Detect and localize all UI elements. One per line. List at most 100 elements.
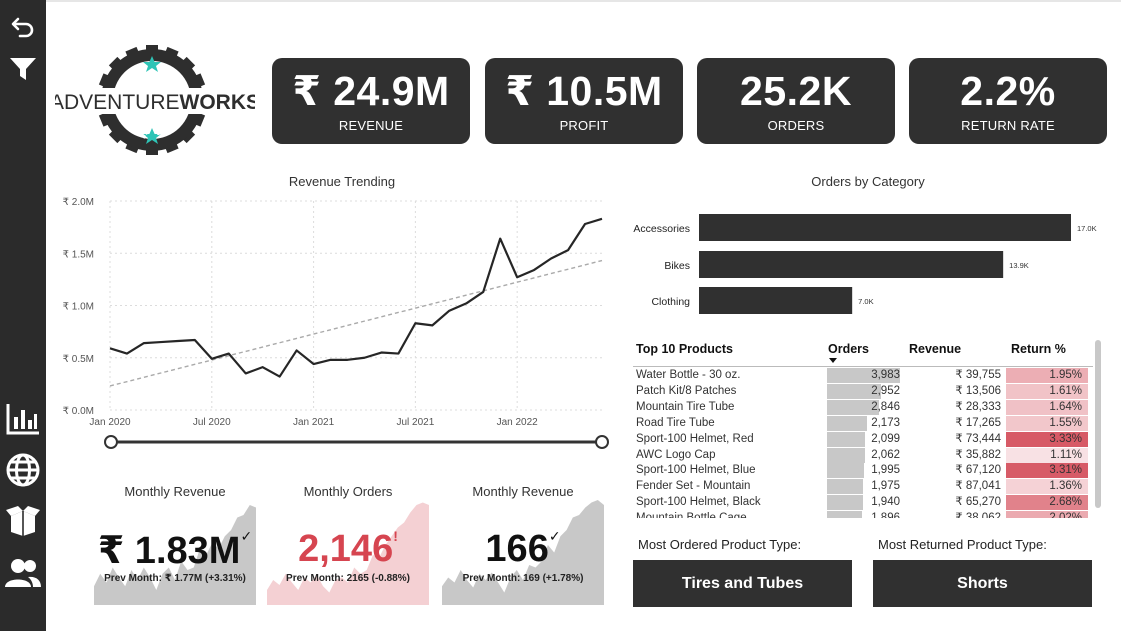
col-header-orders[interactable]: Orders <box>828 342 869 356</box>
kpi-profit: ₹ 10.5M PROFIT <box>485 58 683 144</box>
sidebar <box>0 0 46 631</box>
globe-icon[interactable] <box>4 451 42 489</box>
y-tick-label: ₹ 0.5M <box>63 354 94 365</box>
x-tick-label: Jul 2020 <box>193 417 231 428</box>
return-value: 1.61% <box>1005 384 1085 399</box>
table-scrollbar[interactable] <box>1095 340 1101 508</box>
filter-icon[interactable] <box>4 50 42 88</box>
x-tick-label: Jan 2020 <box>89 417 131 428</box>
orders-value: 2,099 <box>827 432 900 447</box>
users-icon[interactable] <box>4 554 42 592</box>
card-value: 166✓ <box>442 528 604 571</box>
most-ordered-value: Tires and Tubes <box>633 560 852 607</box>
card-value-text: 2,146 <box>298 528 393 570</box>
header-divider <box>633 366 1093 367</box>
kpi-orders: 25.2K ORDERS <box>697 58 895 144</box>
card-value-text: ₹ 1.83M <box>98 530 241 572</box>
y-tick-label: ₹ 2.0M <box>63 197 94 208</box>
col-header-product[interactable]: Top 10 Products <box>636 342 733 356</box>
category-value-label: 7.0K <box>858 297 873 306</box>
x-tick-label: Jan 2021 <box>293 417 335 428</box>
back-arrow-icon[interactable] <box>4 8 42 46</box>
orders-value: 1,995 <box>827 463 900 478</box>
slider-end-handle[interactable] <box>596 436 608 448</box>
orders-by-category-title: Orders by Category <box>768 174 968 189</box>
table-row[interactable]: Water Bottle - 30 oz. 3,983 ₹ 39,755 1.95% <box>633 368 1093 384</box>
product-name: Fender Set - Mountain <box>636 479 750 494</box>
kpi-value: 25.2K <box>697 68 895 114</box>
return-value: 2.02% <box>1005 511 1085 518</box>
bar-chart-icon[interactable] <box>4 400 42 438</box>
orders-value: 2,173 <box>827 416 900 431</box>
product-name: Mountain Tire Tube <box>636 400 734 415</box>
kpi-return-rate: 2.2% RETURN RATE <box>909 58 1107 144</box>
col-header-revenue[interactable]: Revenue <box>909 342 961 356</box>
card-value: ₹ 1.83M✓ <box>94 528 256 573</box>
revenue-value: ₹ 67,120 <box>903 463 1001 478</box>
product-name: Sport-100 Helmet, Black <box>636 495 761 510</box>
return-value: 1.11% <box>1005 448 1085 463</box>
y-tick-label: ₹ 1.5M <box>63 249 94 260</box>
table-row[interactable]: Sport-100 Helmet, Black 1,940 ₹ 65,270 2.68… <box>633 495 1093 511</box>
orders-by-category-chart: Accessories 17.0K Bikes 13.9K Clothing 7.0K <box>630 200 1110 325</box>
orders-value: 1,975 <box>827 479 900 494</box>
most-returned-label: Most Returned Product Type: <box>878 537 1047 552</box>
card-value: 2,146! <box>267 528 429 571</box>
col-header-return[interactable]: Return % <box>1011 342 1066 356</box>
return-value: 1.55% <box>1005 416 1085 431</box>
category-label: Bikes <box>664 260 690 272</box>
product-name: Mountain Bottle Cage <box>636 511 747 518</box>
sort-desc-icon[interactable] <box>829 358 837 363</box>
return-value: 3.31% <box>1005 463 1085 478</box>
product-name: Water Bottle - 30 oz. <box>636 368 740 383</box>
product-name: Sport-100 Helmet, Red <box>636 432 754 447</box>
revenue-series-line <box>110 219 602 377</box>
return-value: 3.33% <box>1005 432 1085 447</box>
table-row[interactable]: Sport-100 Helmet, Blue 1,995 ₹ 67,120 3.31% <box>633 463 1093 479</box>
kpi-label: RETURN RATE <box>909 118 1107 133</box>
revenue-value: ₹ 28,333 <box>903 400 1001 415</box>
slider-start-handle[interactable] <box>105 436 117 448</box>
table-row[interactable]: Patch Kit/8 Patches 2,952 ₹ 13,506 1.61% <box>633 384 1093 400</box>
category-bar[interactable] <box>699 287 852 314</box>
return-value: 1.95% <box>1005 368 1085 383</box>
revenue-value: ₹ 39,755 <box>903 368 1001 383</box>
table-row[interactable]: Road Tire Tube 2,173 ₹ 17,265 1.55% <box>633 416 1093 432</box>
table-row[interactable]: Sport-100 Helmet, Red 2,099 ₹ 73,444 3.33% <box>633 432 1093 448</box>
table-row[interactable]: Fender Set - Mountain 1,975 ₹ 87,041 1.36% <box>633 479 1093 495</box>
product-name: AWC Logo Cap <box>636 448 715 463</box>
top-products-table: Top 10 Products Orders Revenue Return % … <box>633 338 1103 518</box>
kpi-label: ORDERS <box>697 118 895 133</box>
card-title: Monthly Revenue <box>94 484 256 499</box>
most-returned-value: Shorts <box>873 560 1092 607</box>
trend-line <box>110 261 602 386</box>
card-value-text: 166 <box>485 528 548 570</box>
box-icon[interactable] <box>4 502 42 540</box>
return-value: 1.64% <box>1005 400 1085 415</box>
check-icon: ✓ <box>549 528 561 544</box>
product-name: Patch Kit/8 Patches <box>636 384 736 399</box>
monthly-orders-card: Monthly Orders 2,146! Prev Month: 2165 (… <box>267 480 429 605</box>
x-tick-label: Jul 2021 <box>396 417 434 428</box>
revenue-trend-chart: ₹ 2.0M₹ 1.5M₹ 1.0M₹ 0.5M₹ 0.0MJan 2020 Ju… <box>50 190 620 460</box>
monthly-revenue-card: Monthly Revenue ₹ 1.83M✓ Prev Month: ₹ 1… <box>94 480 256 605</box>
x-tick-label: Jan 2022 <box>497 417 539 428</box>
top-border <box>46 0 1121 2</box>
category-label: Clothing <box>651 296 690 308</box>
card-title: Monthly Revenue <box>442 484 604 499</box>
card-prev-month: Prev Month: 2165 (-0.88%) <box>267 573 429 584</box>
y-tick-label: ₹ 0.0M <box>63 406 94 417</box>
most-ordered-label: Most Ordered Product Type: <box>638 537 801 552</box>
category-value-label: 17.0K <box>1077 224 1097 233</box>
category-bar[interactable] <box>699 251 1003 278</box>
revenue-value: ₹ 35,882 <box>903 448 1001 463</box>
table-row[interactable]: AWC Logo Cap 2,062 ₹ 35,882 1.11% <box>633 448 1093 464</box>
kpi-value: ₹ 10.5M <box>485 68 683 114</box>
category-bar[interactable] <box>699 214 1071 241</box>
table-row[interactable]: Mountain Bottle Cage 1,896₹ 38,062 2.02% <box>633 511 1093 518</box>
return-value: 2.68% <box>1005 495 1085 510</box>
revenue-value: ₹ 87,041 <box>903 479 1001 494</box>
table-row[interactable]: Mountain Tire Tube 2,846 ₹ 28,333 1.64% <box>633 400 1093 416</box>
kpi-revenue: ₹ 24.9M REVENUE <box>272 58 470 144</box>
kpi-label: REVENUE <box>272 118 470 133</box>
